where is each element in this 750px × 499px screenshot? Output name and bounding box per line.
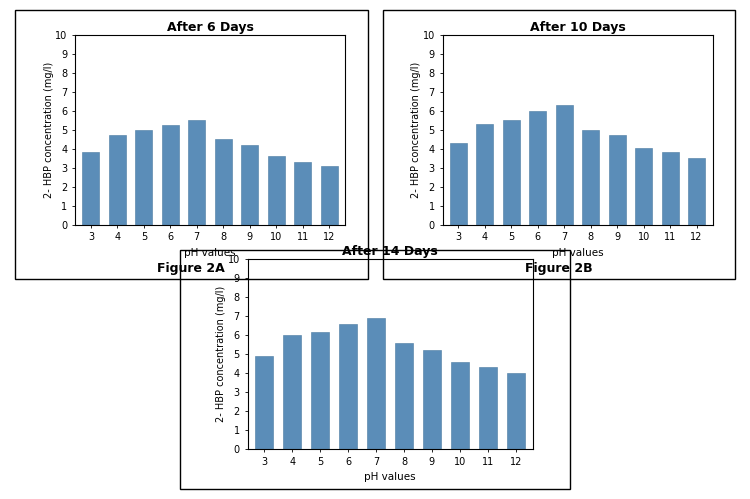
- Bar: [476, 124, 494, 225]
- Bar: [241, 145, 258, 225]
- Bar: [311, 331, 329, 449]
- Bar: [255, 356, 273, 449]
- Title: After 6 Days: After 6 Days: [166, 21, 254, 34]
- Bar: [268, 156, 285, 225]
- Bar: [635, 148, 652, 225]
- Y-axis label: 2- HBP concentration (mg/l): 2- HBP concentration (mg/l): [216, 286, 226, 423]
- Title: After 14 Days: After 14 Days: [342, 246, 438, 258]
- Bar: [367, 318, 385, 449]
- X-axis label: pH values: pH values: [552, 248, 603, 258]
- Bar: [188, 120, 206, 225]
- Bar: [284, 335, 302, 449]
- Bar: [320, 166, 338, 225]
- Bar: [294, 162, 311, 225]
- Bar: [162, 125, 179, 225]
- Bar: [214, 139, 232, 225]
- Bar: [109, 135, 126, 225]
- X-axis label: pH values: pH values: [184, 248, 236, 258]
- Bar: [82, 152, 100, 225]
- Bar: [451, 362, 469, 449]
- Bar: [135, 130, 152, 225]
- Bar: [503, 120, 520, 225]
- Title: After 10 Days: After 10 Days: [530, 21, 626, 34]
- Bar: [688, 158, 705, 225]
- Bar: [395, 343, 413, 449]
- Text: Figure 2B: Figure 2B: [525, 262, 592, 275]
- Bar: [608, 135, 625, 225]
- Bar: [450, 143, 467, 225]
- Y-axis label: 2- HBP concentration (mg/l): 2- HBP concentration (mg/l): [44, 61, 54, 198]
- Bar: [423, 350, 441, 449]
- Bar: [662, 153, 679, 225]
- Bar: [530, 111, 547, 225]
- Text: Figure 2A: Figure 2A: [158, 262, 225, 275]
- Bar: [507, 373, 525, 449]
- Bar: [339, 324, 357, 449]
- Y-axis label: 2- HBP concentration (mg/l): 2- HBP concentration (mg/l): [411, 61, 422, 198]
- Bar: [478, 367, 496, 449]
- X-axis label: pH values: pH values: [364, 472, 416, 483]
- Bar: [556, 105, 573, 225]
- Bar: [582, 130, 599, 225]
